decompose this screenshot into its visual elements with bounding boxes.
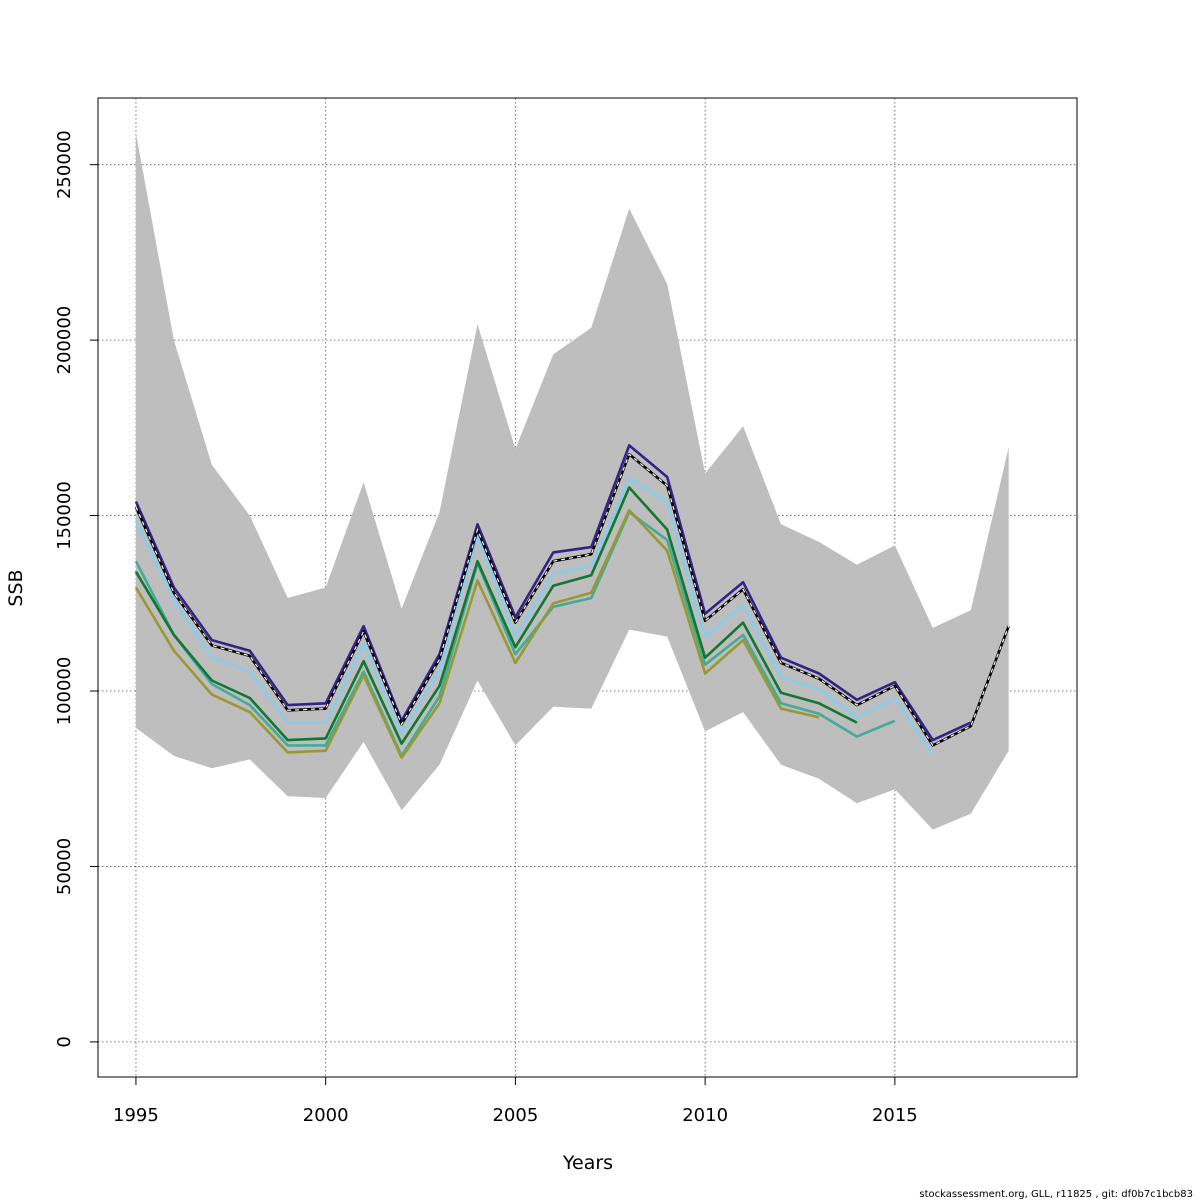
series-line-1 (134, 444, 972, 742)
series-line-4 (134, 486, 858, 745)
y-axis: 0 50000 100000 150000 200000 250000 (54, 130, 99, 1048)
y-tick-label: 50000 (54, 838, 75, 895)
confidence-band (135, 133, 1009, 830)
x-tick-label: 2005 (492, 1105, 538, 1126)
x-axis: 1995 2000 2005 2010 2015 (113, 1076, 918, 1126)
footer-credit: stockassessment.org, GLL, r11825 , git: … (919, 1189, 1193, 1200)
x-tick-label: 1995 (113, 1105, 159, 1126)
series-line-dashed-overlay (135, 453, 1010, 747)
y-tick-label: 100000 (54, 657, 75, 726)
x-tick-label: 2000 (303, 1105, 349, 1126)
x-tick-label: 2010 (682, 1105, 728, 1126)
x-tick-label: 2015 (872, 1105, 918, 1126)
y-tick-label: 150000 (54, 481, 75, 550)
series-line-5 (134, 508, 820, 760)
x-axis-title: Years (562, 1152, 613, 1174)
y-tick-label: 250000 (54, 130, 75, 199)
y-axis-title: SSB (5, 569, 27, 606)
y-tick-label: 200000 (54, 306, 75, 375)
series-line-3 (134, 510, 896, 758)
y-tick-label: 0 (54, 1036, 75, 1047)
series-line-2 (134, 477, 934, 755)
series-lines (134, 444, 1010, 760)
